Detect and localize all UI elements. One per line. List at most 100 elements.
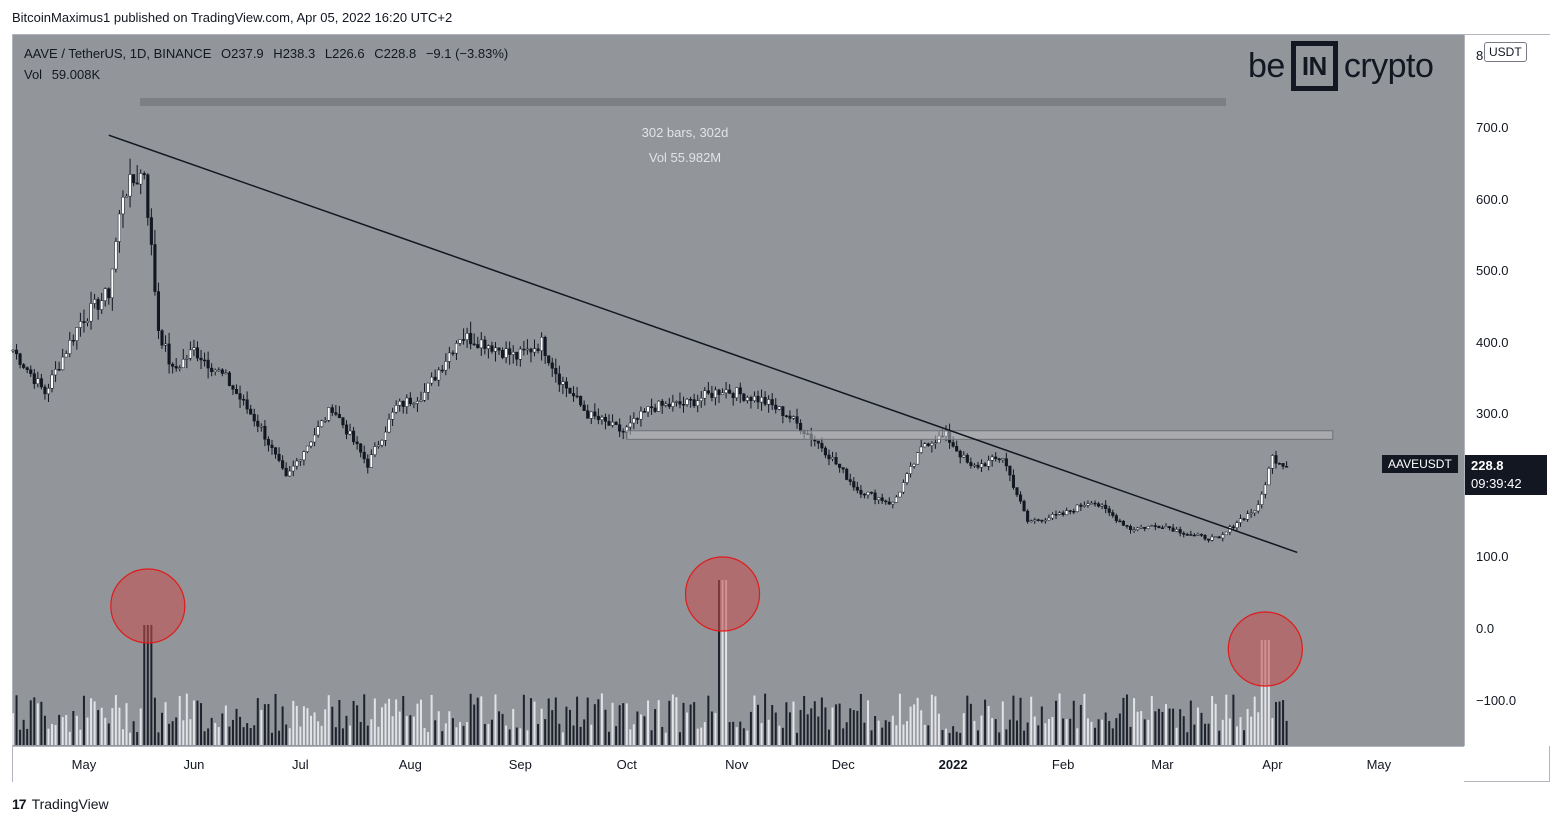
candle-body	[724, 389, 728, 394]
currency-tag[interactable]: USDT	[1484, 42, 1527, 62]
volume-bar	[150, 625, 153, 745]
volume-bar	[806, 714, 809, 745]
candle-body	[1139, 527, 1143, 529]
candle-body	[1207, 538, 1211, 541]
volume-bar	[100, 707, 103, 745]
candle-body	[1164, 526, 1168, 529]
volume-bar	[842, 728, 845, 745]
volume-bar	[1221, 719, 1224, 745]
volume-bar	[671, 694, 674, 745]
volume-bar	[991, 718, 994, 745]
candle-body	[447, 352, 451, 362]
candle-body	[501, 350, 505, 358]
volume-bar	[969, 703, 972, 745]
candle-body	[295, 460, 299, 467]
volume-bar	[466, 722, 469, 745]
volume-bar	[68, 731, 71, 745]
volume-bar	[54, 724, 57, 745]
volume-bar	[824, 707, 827, 745]
volume-bar	[246, 723, 249, 745]
volume-bar	[1260, 640, 1263, 745]
tradingview-footer[interactable]: 17 TradingView	[12, 796, 109, 812]
candle-body	[373, 446, 377, 455]
candle-body	[337, 414, 341, 418]
candle-body	[252, 413, 256, 422]
volume-bar	[1235, 726, 1238, 745]
candle-body	[923, 443, 927, 448]
candle-body	[579, 395, 583, 406]
candle-body	[327, 407, 331, 421]
candle-body	[369, 454, 373, 468]
candle-body	[926, 443, 930, 446]
volume-bar	[639, 714, 642, 745]
volume-bar	[1164, 704, 1167, 745]
candle-body	[685, 398, 689, 405]
volume-bar	[469, 693, 472, 745]
volume-bar	[324, 709, 327, 745]
candle-body	[958, 450, 962, 458]
volume-bar	[717, 580, 720, 745]
y-tick-top-partial: 8	[1476, 48, 1484, 63]
candle-body	[834, 457, 838, 465]
volume-bar	[664, 732, 667, 745]
candle-body	[962, 454, 966, 458]
volume-bar	[1232, 694, 1235, 745]
volume-bar	[1012, 695, 1015, 745]
volume-bar	[118, 707, 121, 745]
volume-bar	[164, 702, 167, 745]
volume-bar	[714, 712, 717, 745]
volume-bar	[462, 725, 465, 745]
volume-bar	[349, 725, 352, 745]
volume-bar	[419, 699, 422, 745]
candle-body	[1097, 503, 1101, 507]
candle-body	[642, 411, 647, 413]
volume-bar	[849, 708, 852, 745]
volume-bar	[757, 704, 760, 745]
volume-bar	[260, 709, 263, 745]
candle-body	[1033, 519, 1037, 522]
volume-bar	[200, 703, 203, 745]
candle-body	[1068, 510, 1072, 512]
volume-bar	[391, 716, 394, 745]
volume-bar	[1069, 718, 1072, 745]
volume-bar	[1026, 722, 1029, 745]
x-tick-label: May	[1366, 757, 1392, 772]
volume-bar	[515, 727, 518, 745]
volume-bar	[803, 695, 806, 745]
volume-bar	[65, 714, 68, 745]
candle-body	[46, 388, 51, 395]
volume-bar	[1278, 701, 1281, 745]
candle-body	[983, 463, 987, 467]
candle-body	[50, 374, 54, 389]
candle-body	[273, 447, 278, 455]
volume-bar	[512, 708, 515, 745]
candle-body	[323, 420, 327, 422]
volume-bar	[1140, 711, 1143, 745]
candle-body	[11, 349, 15, 352]
candle-body	[256, 420, 260, 427]
candle-body	[437, 369, 441, 381]
volume-bar	[1150, 696, 1153, 745]
low-key: L	[324, 46, 333, 61]
volume-bar	[540, 708, 543, 745]
volume-bar	[519, 728, 522, 745]
candle-body	[674, 401, 678, 403]
volume-bar	[1186, 732, 1189, 745]
candle-body	[1026, 510, 1030, 522]
volume-bar	[941, 730, 944, 745]
candle-body	[96, 299, 100, 310]
y-tick-label: 0.0	[1476, 621, 1495, 636]
change-value: −9.1 (−3.83%)	[425, 46, 509, 61]
measure-range-bar	[140, 98, 1226, 106]
volume-bar	[1033, 716, 1036, 745]
price-axis[interactable]	[1464, 35, 1550, 746]
time-axis[interactable]	[13, 746, 1464, 782]
candle-body	[1047, 517, 1051, 521]
candle-body	[731, 393, 735, 399]
candle-body	[781, 406, 785, 416]
candle-body	[770, 399, 774, 406]
candle-body	[43, 386, 47, 395]
candle-body	[540, 337, 544, 352]
candle-body	[784, 415, 788, 417]
candle-body	[309, 441, 313, 447]
